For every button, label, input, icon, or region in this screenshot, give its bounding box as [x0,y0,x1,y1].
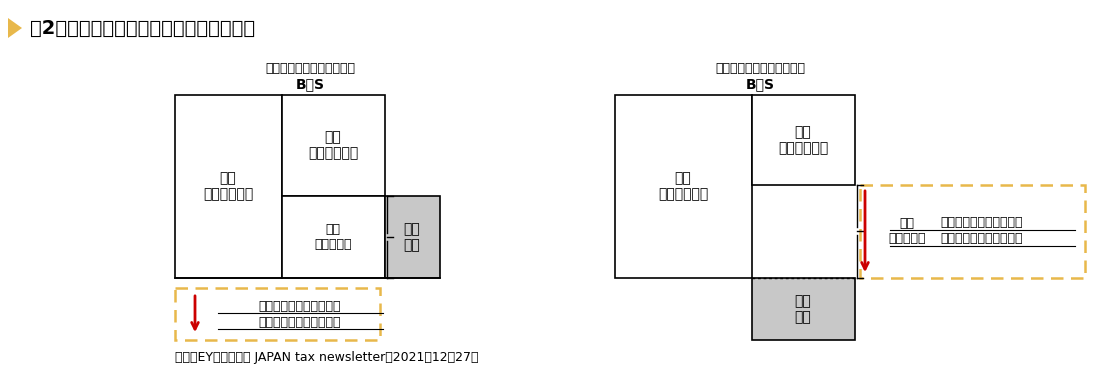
Text: 出典：EY税理士法人 JAPAN tax newsletter　2021年12月27日: 出典：EY税理士法人 JAPAN tax newsletter 2021年12月… [175,351,478,364]
Text: 買収
対価: 買収 対価 [794,294,812,324]
Bar [175,288,380,340]
Bar [282,196,385,278]
Bar [385,196,440,278]
Bar [752,278,855,340]
Text: 時価
純資産価額: 時価 純資産価額 [315,223,352,251]
Bar [752,95,855,185]
Text: B／S: B／S [296,77,324,91]
Bar [175,95,282,278]
Text: 負債
（個別時価）: 負債 （個別時価） [778,125,828,155]
Text: （正の買収プレミアム）: （正の買収プレミアム） [258,316,341,329]
Text: 資産
（個別時価）: 資産 （個別時価） [658,171,708,201]
Text: 買収
対価: 買収 対価 [404,222,420,252]
Text: 時価純資産価額＞買収対価: 時価純資産価額＞買収対価 [715,62,805,75]
Text: B／S: B／S [746,77,774,91]
Text: 資産調整勘定等対応金額: 資産調整勘定等対応金額 [940,216,1023,229]
Text: 資産調整勘定等対応金額: 資産調整勘定等対応金額 [258,300,341,313]
Text: 時価
純資産価額: 時価 純資産価額 [889,217,926,245]
Text: 資産
（個別時価）: 資産 （個別時価） [202,171,253,201]
Text: 図2　資産調整勘定等対応金額のイメージ: 図2 資産調整勘定等対応金額のイメージ [30,19,255,38]
Polygon shape [8,18,22,38]
Text: （負の買収プレミアム）: （負の買収プレミアム） [940,232,1023,245]
Text: 買収対価＞時価純資産価額: 買収対価＞時価純資産価額 [265,62,355,75]
Text: 負債
（個別時価）: 負債 （個別時価） [308,130,359,160]
Bar [615,95,752,278]
Bar [282,95,385,196]
Bar [860,185,1085,278]
